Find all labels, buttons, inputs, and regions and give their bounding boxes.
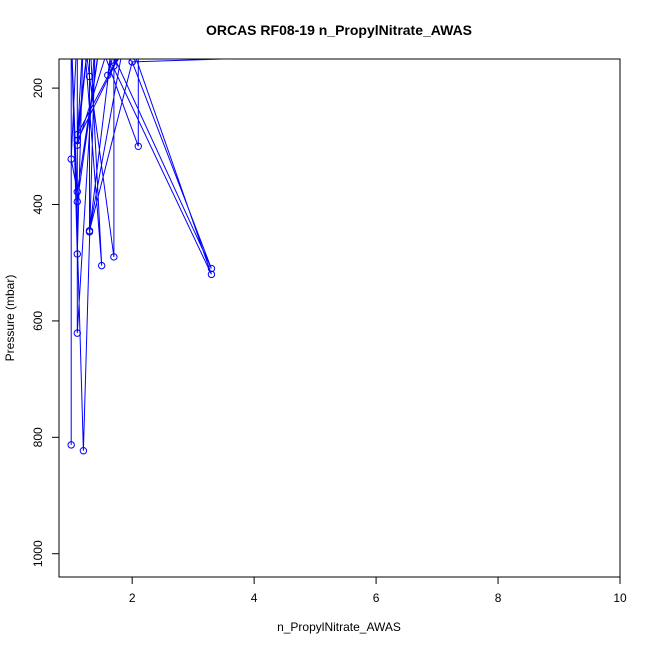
data-point <box>110 62 118 70</box>
data-point <box>97 261 106 270</box>
data-point <box>67 155 75 163</box>
x-tick-label: 2 <box>129 591 136 605</box>
x-tick-label: 10 <box>613 591 627 605</box>
y-axis: 200 400 600 800 1000 <box>31 78 60 567</box>
data-point <box>207 264 216 273</box>
data-point <box>73 130 81 139</box>
data-point <box>104 71 112 79</box>
x-tick-label: 4 <box>251 591 258 605</box>
y-axis-label: Pressure (mbar) <box>3 275 17 362</box>
data-point <box>110 253 118 261</box>
x-axis: 2 4 6 8 10 <box>129 576 627 605</box>
data-point <box>73 329 81 337</box>
y-tick-label: 200 <box>31 78 45 98</box>
y-tick-label: 600 <box>31 311 45 331</box>
plot-frame <box>58 58 621 578</box>
x-tick-label: 8 <box>495 591 502 605</box>
data-point <box>67 441 75 449</box>
x-axis-label: n_PropylNitrate_AWAS <box>277 620 401 634</box>
data-point <box>73 141 81 149</box>
y-tick-label: 1000 <box>31 540 45 567</box>
data-point <box>73 197 81 206</box>
data-point <box>134 142 142 151</box>
data-point <box>73 250 81 258</box>
data-point <box>85 72 94 81</box>
data-point <box>85 226 94 235</box>
y-tick-label: 400 <box>31 194 45 214</box>
data-point <box>73 136 81 145</box>
y-tick-label: 800 <box>31 427 45 447</box>
x-tick-label: 6 <box>373 591 380 605</box>
data-point <box>207 270 216 279</box>
series-line <box>70 59 240 451</box>
data-point <box>79 447 88 455</box>
data-point <box>128 59 136 66</box>
series-layer <box>67 59 240 455</box>
chart-title: ORCAS RF08-19 n_PropylNitrate_AWAS <box>206 22 472 38</box>
data-point <box>73 188 81 196</box>
